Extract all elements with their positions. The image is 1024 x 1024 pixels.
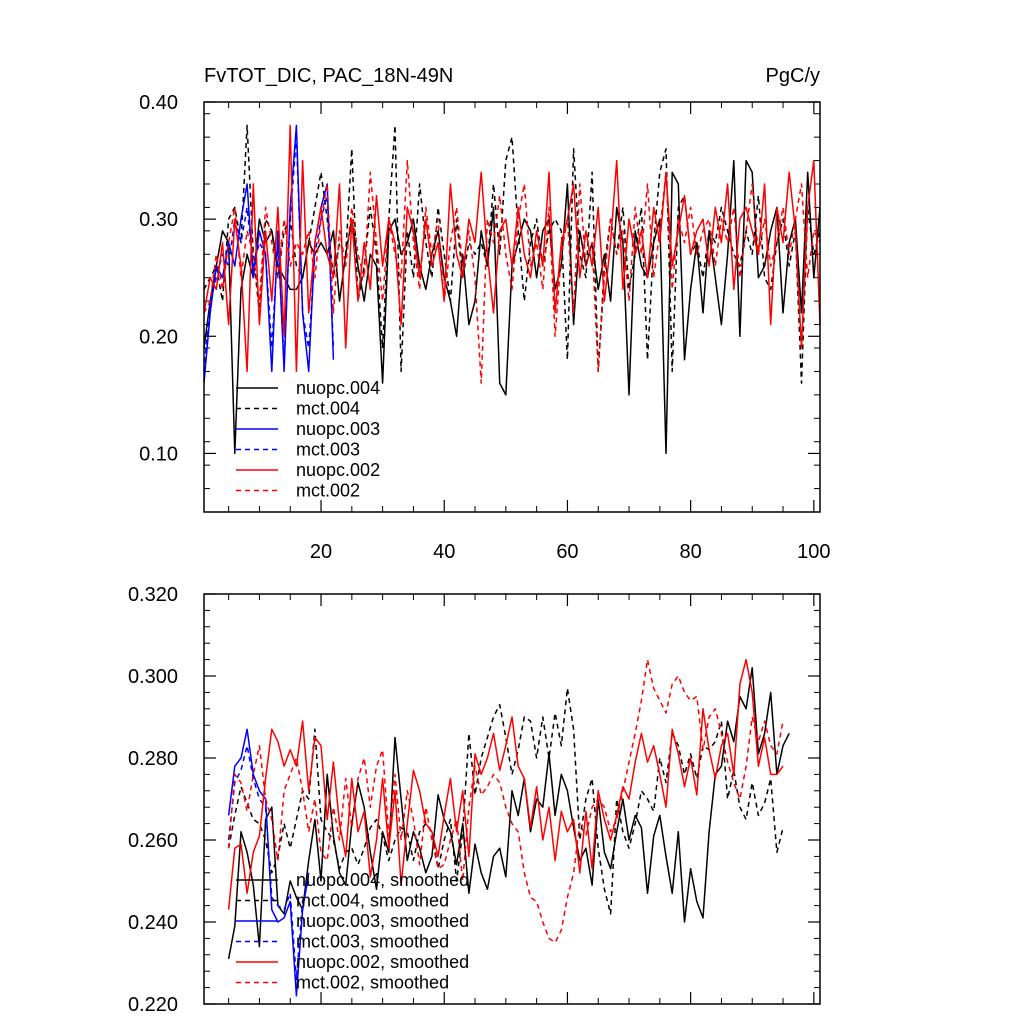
legend-label: mct.002, smoothed <box>296 973 449 993</box>
bottom-panel: 0.220 0.240 0.260 0.280 0.300 0.320 nuopc.004… <box>128 584 821 1016</box>
series-line-mct-002 <box>203 159 821 384</box>
series-line-mct-002-smoothed <box>227 658 784 944</box>
y-tick-label: 0.240 <box>128 912 178 934</box>
y-tick-label: 0.220 <box>128 994 178 1016</box>
legend-label: nuopc.003, smoothed <box>296 911 469 931</box>
chart-units: PgC/y <box>766 65 820 87</box>
y-tick-label: 0.10 <box>139 443 178 465</box>
x-tick-label: 100 <box>797 541 830 563</box>
y-tick-label: 0.260 <box>128 830 178 852</box>
top-panel: FvTOT_DIC, PAC_18N-49N PgC/y 0.10 0.20 0.3… <box>139 65 830 563</box>
legend-label: nuopc.004 <box>296 378 380 398</box>
x-tick-label: 40 <box>433 541 455 563</box>
series-line-mct-003 <box>203 136 335 372</box>
series-line-nuopc-002 <box>203 124 821 373</box>
legend-label: nuopc.002 <box>296 460 380 480</box>
legend-label: nuopc.004, smoothed <box>296 870 469 890</box>
y-tick-label: 0.300 <box>128 666 178 688</box>
y-tick-label: 0.20 <box>139 326 178 348</box>
legend-label: mct.002 <box>296 481 360 501</box>
legend-label: mct.004, smoothed <box>296 891 449 911</box>
legend-label: nuopc.003 <box>296 419 380 439</box>
y-tick-label: 0.320 <box>128 584 178 606</box>
legend-label: mct.003 <box>296 440 360 460</box>
bottom-plot-frame <box>203 593 821 1005</box>
legend-label: mct.003, smoothed <box>296 932 449 952</box>
y-tick-label: 0.40 <box>139 92 178 114</box>
legend-label: mct.004 <box>296 399 360 419</box>
y-tick-label: 0.30 <box>139 209 178 231</box>
chart-title: FvTOT_DIC, PAC_18N-49N <box>204 65 453 87</box>
series-line-mct-003-smoothed <box>227 744 310 981</box>
series-line-mct-004-smoothed <box>227 687 784 915</box>
y-tick-label: 0.280 <box>128 748 178 770</box>
x-tick-label: 20 <box>310 541 332 563</box>
x-tick-label: 80 <box>680 541 702 563</box>
series-line-nuopc-002-smoothed <box>227 658 784 910</box>
top-plot-frame <box>203 101 821 513</box>
x-tick-label: 60 <box>556 541 578 563</box>
legend-label: nuopc.002, smoothed <box>296 952 469 972</box>
series-line-nuopc-004-smoothed <box>227 667 790 960</box>
